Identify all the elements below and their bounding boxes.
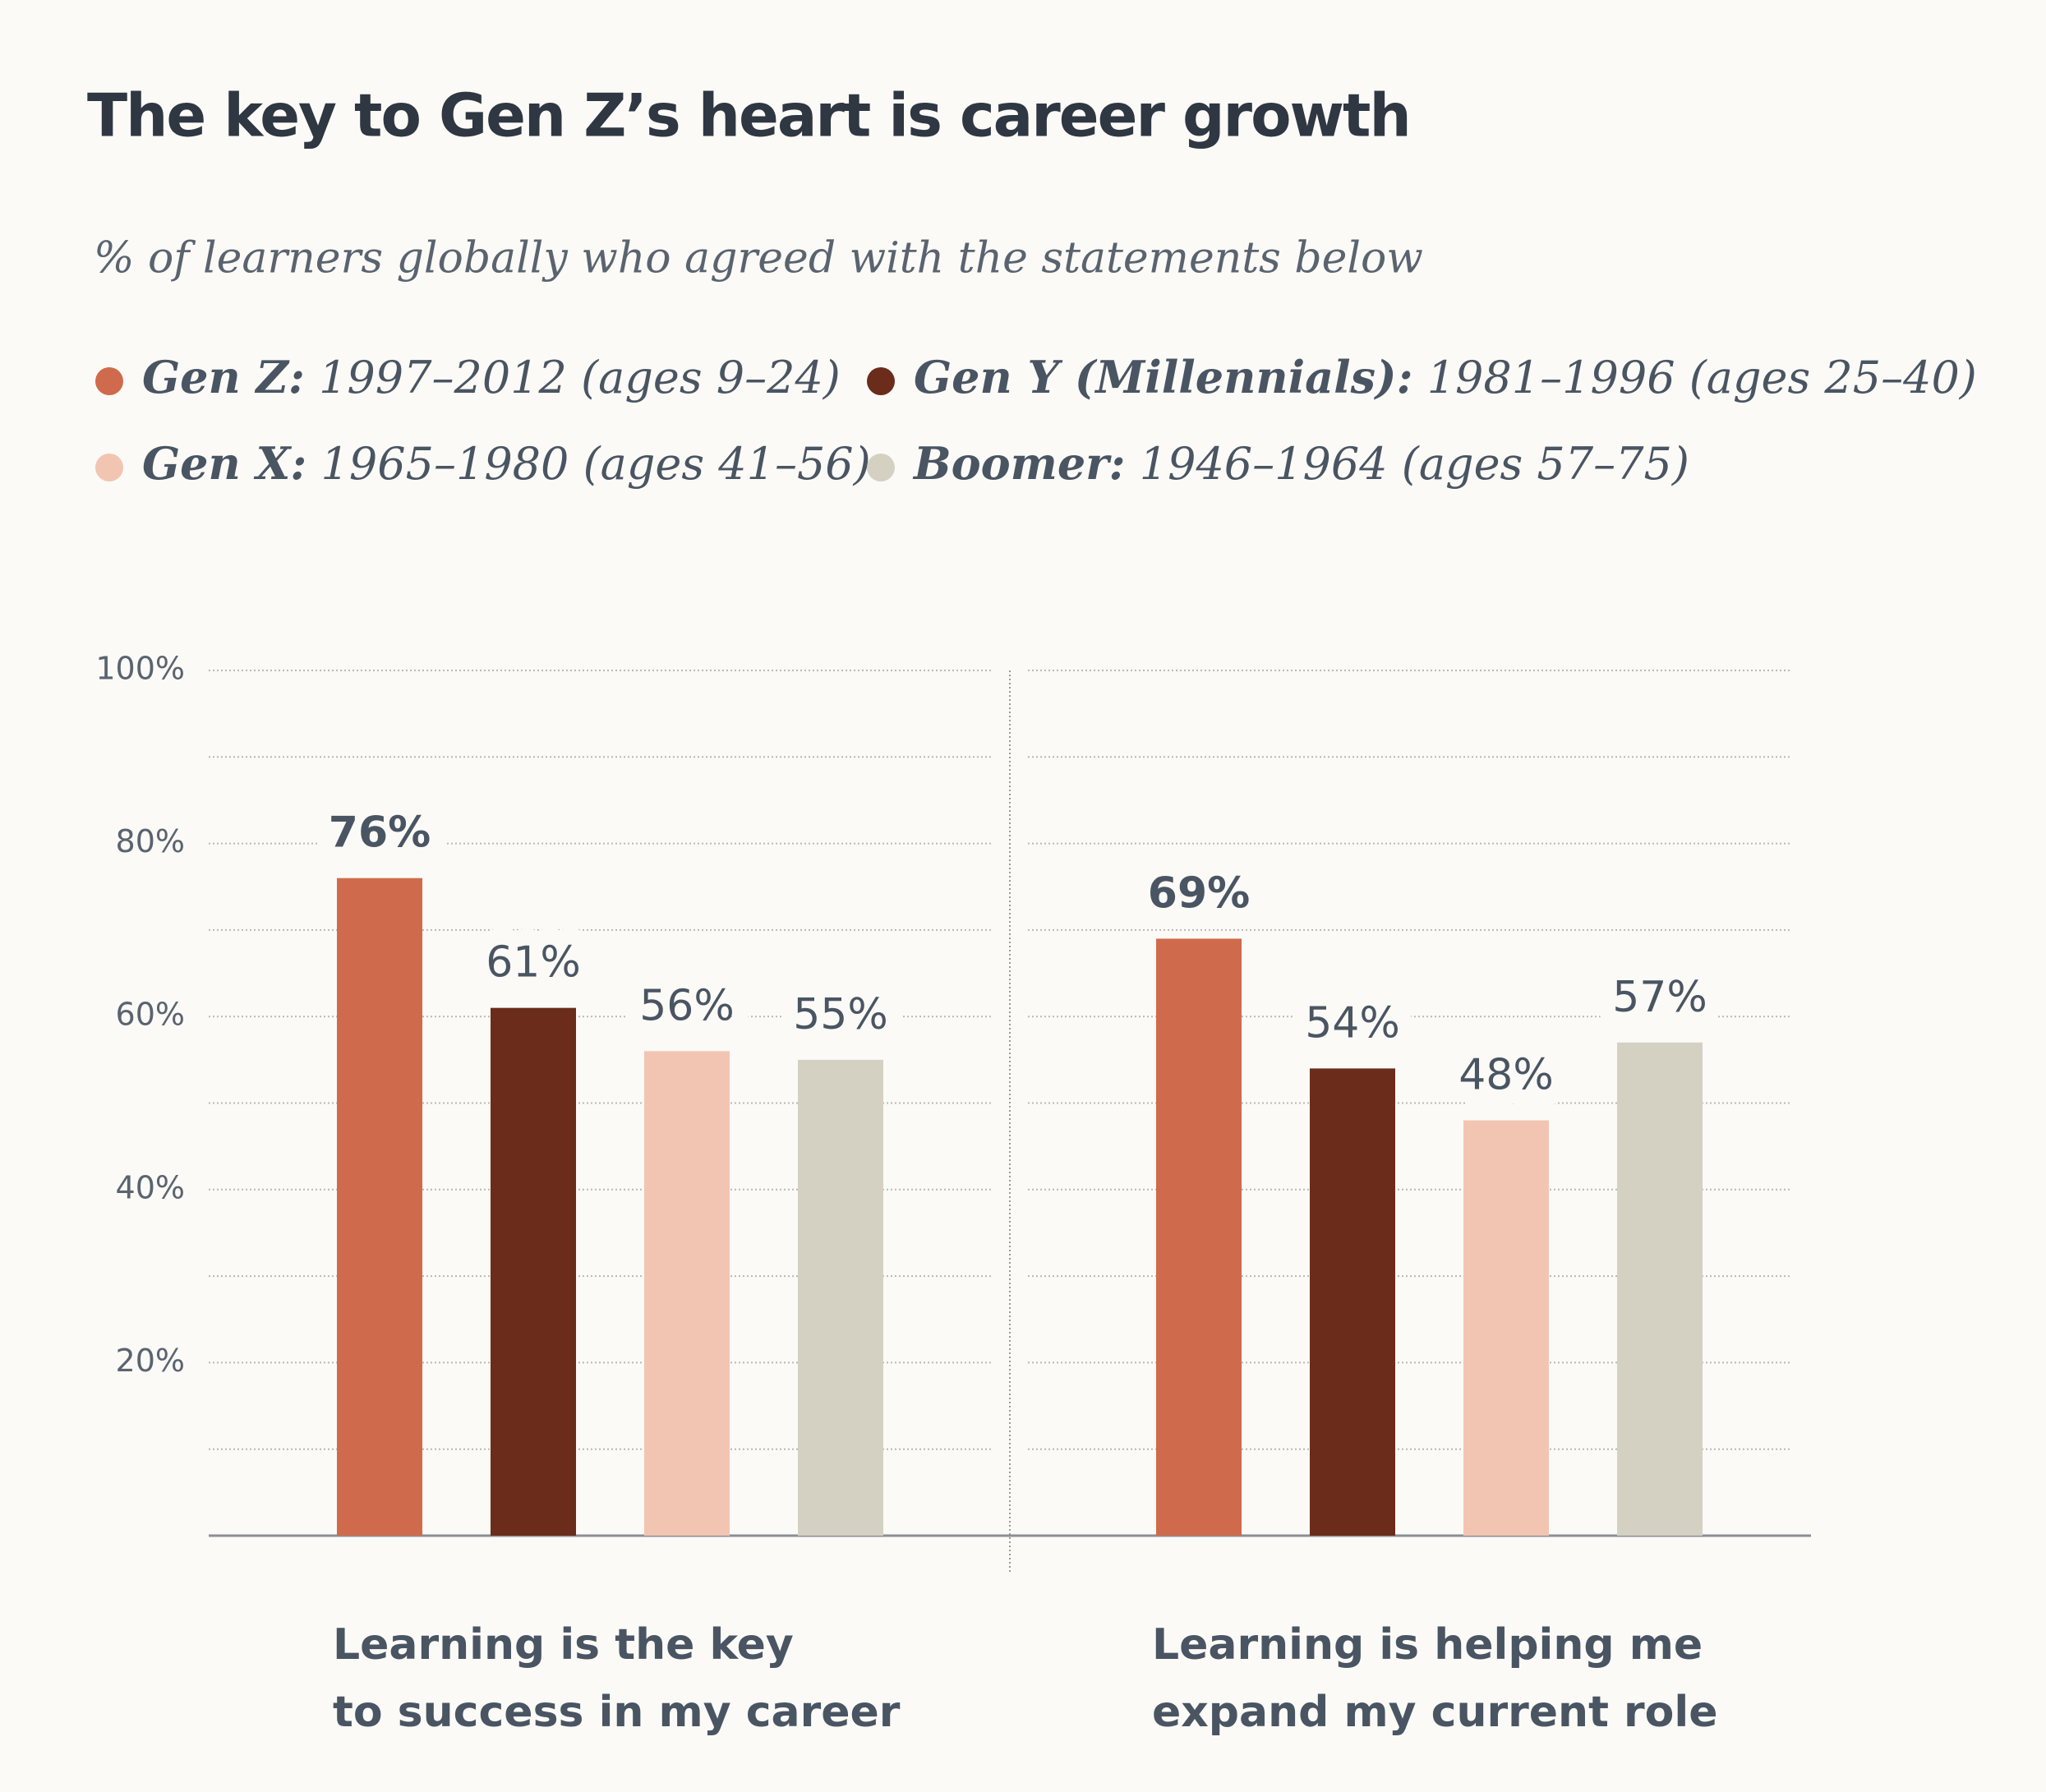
- bar: [1617, 1042, 1703, 1536]
- bar: [1310, 1068, 1395, 1536]
- bar: [1156, 938, 1242, 1536]
- legend-description: 1997–2012 (ages 9–24): [319, 352, 841, 403]
- chart-title: The key to Gen Z’s heart is career growt…: [87, 81, 1410, 150]
- y-tick-label: 20%: [116, 1343, 185, 1379]
- value-label: 48%: [1458, 1051, 1554, 1100]
- legend-description: 1981–1996 (ages 25–40): [1427, 352, 1977, 403]
- legend-entry: Gen Y (Millennials): 1981–1996 (ages 25–…: [914, 351, 1977, 403]
- bar: [337, 878, 422, 1536]
- value-label: 69%: [1148, 868, 1250, 918]
- bar: [1463, 1120, 1549, 1536]
- legend-description: 1965–1980 (ages 41–56): [321, 438, 871, 490]
- chart-subtitle: % of learners globally who agreed with t…: [94, 234, 1423, 283]
- legend-name: Gen X:: [142, 437, 306, 490]
- value-label: 76%: [329, 808, 431, 858]
- y-tick-label: 40%: [116, 1169, 185, 1205]
- y-tick-label: 80%: [116, 823, 185, 859]
- value-label: 61%: [486, 938, 581, 988]
- bar: [798, 1059, 883, 1536]
- legend-entry: Gen X: 1965–1980 (ages 41–56): [142, 437, 871, 490]
- y-tick-label: 100%: [95, 651, 185, 687]
- legend-name: Gen Z:: [142, 351, 305, 403]
- legend-swatch: [95, 367, 123, 395]
- value-label: 55%: [793, 990, 888, 1039]
- legend-entry: Gen Z: 1997–2012 (ages 9–24): [142, 351, 841, 403]
- legend-swatch: [867, 454, 895, 481]
- value-label: 54%: [1305, 998, 1400, 1048]
- legend-swatch: [95, 454, 123, 481]
- legend-name: Gen Y (Millennials):: [914, 351, 1413, 403]
- x-category-label: Learning is the key to success in my car…: [333, 1620, 901, 1737]
- bar: [644, 1051, 730, 1536]
- legend-entry: Boomer: 1946–1964 (ages 57–75): [912, 437, 1689, 490]
- legend-swatch: [867, 367, 895, 395]
- value-label: 57%: [1612, 973, 1707, 1022]
- legend-name: Boomer:: [912, 437, 1126, 490]
- y-tick-label: 60%: [116, 997, 185, 1033]
- value-label: 56%: [639, 981, 735, 1030]
- x-category-label: Learning is helping me expand my current…: [1152, 1620, 1718, 1737]
- bar: [491, 1007, 576, 1536]
- legend-description: 1946–1964 (ages 57–75): [1140, 438, 1689, 490]
